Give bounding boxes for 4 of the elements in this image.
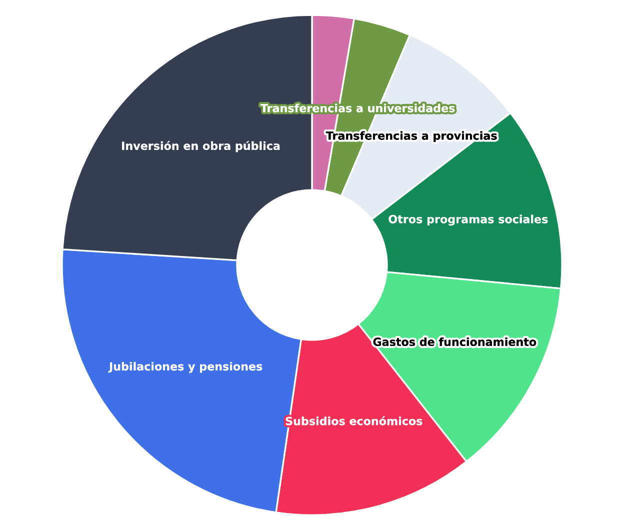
slice-label: Gastos de funcionamiento bbox=[373, 337, 536, 346]
slice-label: Otros programas sociales bbox=[388, 214, 548, 226]
slice-label: Jubilaciones y pensiones bbox=[108, 362, 262, 373]
slice-label: Inversión en obra pública bbox=[122, 140, 280, 152]
